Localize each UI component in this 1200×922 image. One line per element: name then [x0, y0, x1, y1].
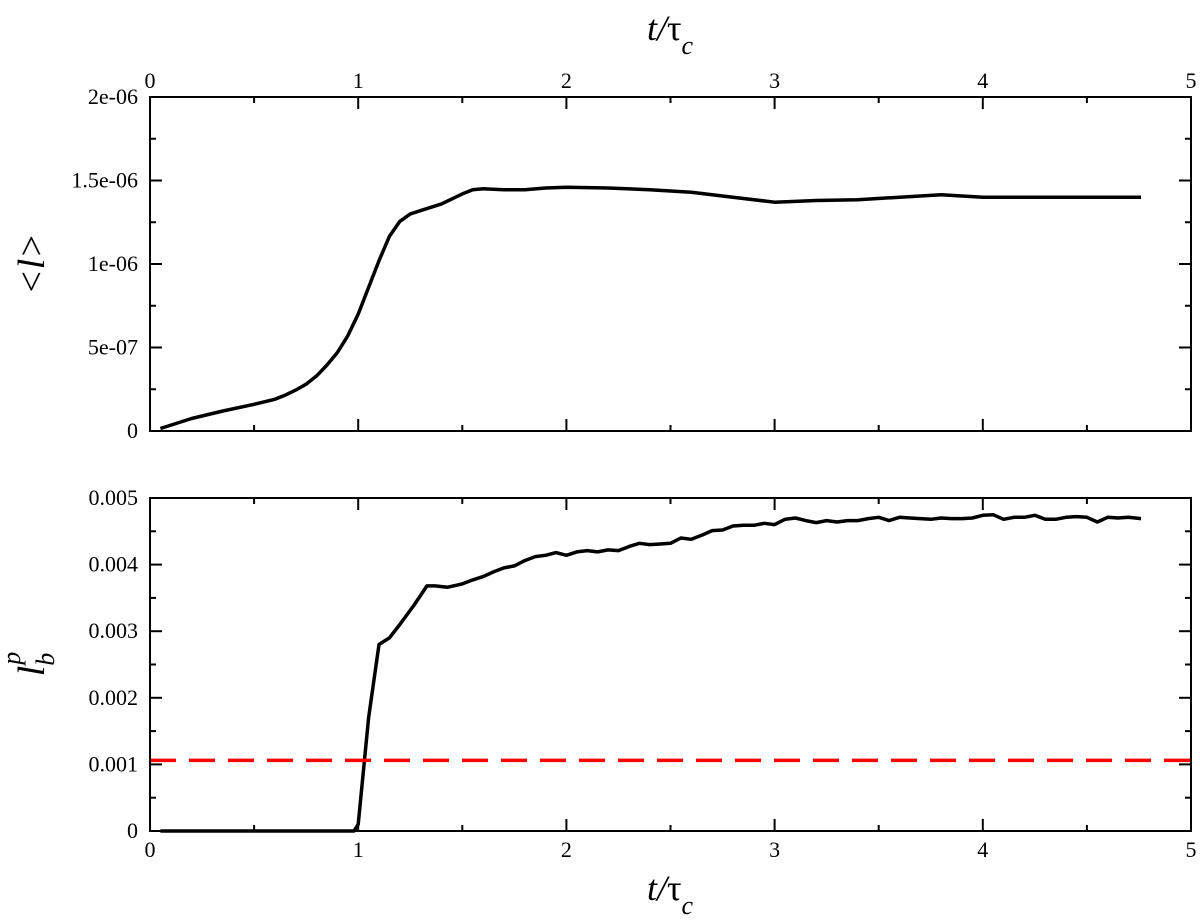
bottom-y-tick-label: 0.002 — [89, 685, 139, 710]
top-y-tick-label: 5e-07 — [88, 335, 138, 360]
top-panel: 0 1 2 3 4 5 0 5e-07 1e-06 1.5e-06 2e-06 t/τc <l> — [11, 8, 1197, 443]
bottom-series-line-main — [160, 512, 1142, 833]
bottom-tick-layer: 0 1 2 3 4 5 0 0.001 0.002 0.003 0.004 0.005 — [89, 485, 1197, 862]
bottom-x-title-sub: c — [681, 891, 693, 920]
bottom-y-axis-title: lbp — [0, 652, 60, 677]
top-y-tick-label: 1e-06 — [88, 251, 138, 276]
bottom-y-title-sup: p — [0, 652, 26, 667]
top-x-tick-label: 0 — [145, 68, 156, 93]
top-y-tick-label: 0 — [127, 418, 138, 443]
top-series-line-main — [159, 185, 1141, 431]
bottom-y-title-main: l — [11, 666, 53, 677]
bottom-y-tick-label: 0.003 — [89, 618, 139, 643]
bottom-y-title-sub: b — [31, 653, 60, 666]
top-x-tick-label: 5 — [1186, 68, 1197, 93]
bottom-x-tick-label: 0 — [145, 837, 156, 862]
bottom-y-tick-label: 0 — [127, 818, 138, 843]
bottom-x-axis-title: t/τc — [647, 868, 693, 920]
top-tick-layer: 0 1 2 3 4 5 0 5e-07 1e-06 1.5e-06 2e-06 — [71, 68, 1196, 443]
top-x-tick-label: 2 — [561, 68, 572, 93]
bottom-y-tick-label: 0.001 — [89, 751, 139, 776]
bottom-plot-frame — [149, 497, 1192, 832]
bottom-x-tick-label: 3 — [769, 837, 780, 862]
bottom-x-tick-label: 5 — [1186, 837, 1197, 862]
top-x-axis-title: t/τc — [647, 8, 693, 60]
top-x-title-sub: c — [681, 31, 693, 60]
bottom-series-layer — [150, 512, 1191, 833]
top-x-tick-label: 3 — [769, 68, 780, 93]
bottom-y-tick-label: 0.004 — [89, 552, 139, 577]
bottom-x-title-main: t/ — [647, 868, 670, 908]
top-y-tick-label: 2e-06 — [88, 84, 138, 109]
bottom-x-title-greek: τ — [667, 868, 681, 908]
top-x-title-greek: τ — [667, 8, 681, 48]
top-x-tick-label: 4 — [977, 68, 988, 93]
top-y-axis-title: <l> — [11, 233, 53, 295]
top-series-layer — [159, 185, 1141, 431]
top-plot-frame — [149, 96, 1192, 432]
top-y-tick-label: 1.5e-06 — [71, 168, 138, 193]
bottom-x-tick-label: 4 — [977, 837, 988, 862]
top-x-tick-label: 1 — [353, 68, 364, 93]
top-x-title-main: t/ — [647, 8, 670, 48]
bottom-y-tick-label: 0.005 — [89, 485, 139, 510]
bottom-x-tick-label: 2 — [561, 837, 572, 862]
bottom-x-tick-label: 1 — [353, 837, 364, 862]
bottom-panel: 0 1 2 3 4 5 0 0.001 0.002 0.003 0.004 0.005 t/τc lb… — [0, 485, 1197, 920]
